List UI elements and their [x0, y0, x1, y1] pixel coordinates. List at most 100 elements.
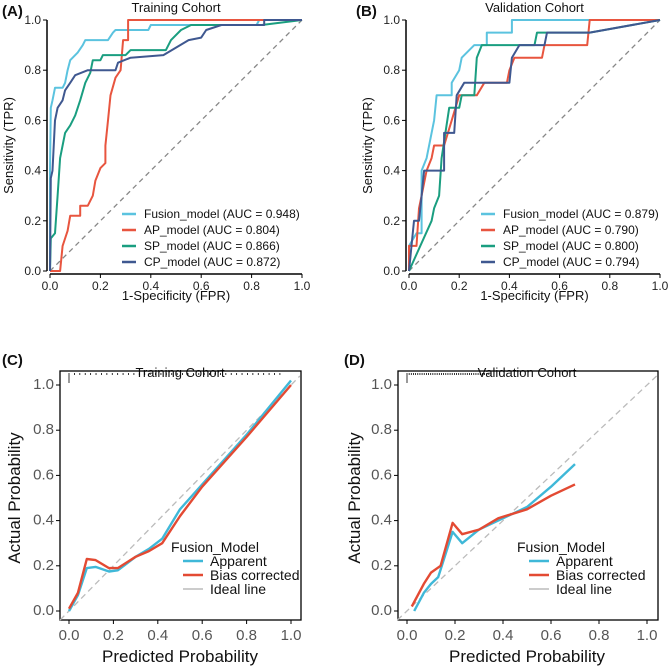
- y-tick-label: 0.4: [383, 164, 400, 178]
- legend: Fusion_model (AUC = 0.879) AP_model (AUC …: [481, 207, 659, 269]
- legend-item: AP_model (AUC = 0.804): [144, 223, 280, 237]
- legend-item: SP_model (AUC = 0.800): [503, 239, 639, 253]
- y-tick-label: 0.2: [371, 557, 392, 574]
- x-tick-label: 0.6: [541, 627, 562, 644]
- legend-item: AP_model (AUC = 0.790): [503, 223, 639, 237]
- legend-item: Apparent: [556, 553, 613, 569]
- y-tick-label: 1.0: [33, 376, 54, 393]
- chart-title: Training Cohort: [131, 0, 221, 15]
- y-tick-label: 0.0: [33, 602, 54, 619]
- y-axis-label: Sensitivity (TPR): [1, 97, 16, 194]
- x-tick-label: 0.0: [401, 279, 418, 293]
- x-tick-label: 0.2: [445, 627, 466, 644]
- series-line-bias: [67, 384, 292, 610]
- chart-title: Validation Cohort: [478, 365, 577, 380]
- panel-c: (C) Training Cohort 0.0 0.0 0.2 0.2 0.4 0.4 0.6 0…: [2, 352, 302, 666]
- x-tick-label: 0.0: [42, 279, 59, 293]
- x-tick-label: 0.6: [551, 279, 568, 293]
- y-tick-label: 0.6: [24, 113, 41, 127]
- plot-frame: [59, 370, 302, 621]
- panel-d: (D) Validation Cohort 0.0 0.0 0.2 0.2 0.4 0.4 0.…: [344, 352, 659, 666]
- series-line-ideal: [396, 375, 658, 621]
- y-axis-label: Actual Probability: [5, 432, 24, 564]
- series-line-fusion-model: [49, 19, 302, 271]
- y-tick-label: 0.6: [383, 113, 400, 127]
- y-tick-label: 0.0: [383, 264, 400, 278]
- x-tick-label: 1.0: [281, 627, 302, 644]
- x-tick-label: 0.8: [589, 627, 610, 644]
- panel-label: (C): [2, 352, 23, 369]
- legend-item: Fusion_model (AUC = 0.879): [503, 207, 659, 221]
- y-tick-label: 0.4: [371, 512, 392, 529]
- x-tick-label: 0.2: [451, 279, 468, 293]
- x-axis-label: Predicted Probability: [449, 647, 605, 666]
- x-axis-label: 1-Specificity (FPR): [480, 288, 588, 303]
- y-tick-label: 0.2: [383, 214, 400, 228]
- x-tick-label: 0.6: [193, 279, 210, 293]
- y-tick-label: 0.0: [371, 602, 392, 619]
- panel-label: (B): [356, 3, 377, 20]
- x-tick-label: 0.4: [142, 279, 159, 293]
- legend-item: Fusion_model (AUC = 0.948): [144, 207, 300, 221]
- y-tick-label: 0.4: [33, 512, 54, 529]
- series-line-cp-model: [408, 19, 661, 272]
- y-tick-label: 0.8: [24, 63, 41, 77]
- x-tick-label: 1.0: [652, 279, 669, 293]
- y-tick-label: 0.2: [24, 214, 41, 228]
- series-line-ap-model: [50, 19, 302, 272]
- x-tick-label: 1.0: [294, 279, 311, 293]
- x-tick-label: 1.0: [637, 627, 658, 644]
- y-tick-label: 1.0: [24, 13, 41, 27]
- series-line-sp-model: [408, 19, 661, 272]
- y-axis-label: Actual Probability: [345, 432, 364, 564]
- y-tick-label: 1.0: [371, 376, 392, 393]
- legend-item: Ideal line: [556, 581, 612, 597]
- x-tick-label: 0.8: [601, 279, 618, 293]
- panel-label: (D): [344, 352, 365, 369]
- x-axis-label: 1-Specificity (FPR): [122, 288, 230, 303]
- x-tick-label: 0.8: [243, 279, 260, 293]
- y-tick-label: 0.8: [33, 421, 54, 438]
- y-tick-label: 0.8: [383, 63, 400, 77]
- series-line-sp-model: [49, 19, 303, 272]
- x-tick-label: 0.2: [103, 627, 124, 644]
- legend-item: CP_model (AUC = 0.872): [144, 255, 280, 269]
- panel-label: (A): [2, 3, 23, 20]
- x-tick-label: 0.4: [147, 627, 168, 644]
- legend-item: SP_model (AUC = 0.866): [144, 239, 280, 253]
- chart-title: Validation Cohort: [485, 0, 584, 15]
- legend-title: Fusion_Model: [171, 539, 259, 555]
- chart-title: Training Cohort: [135, 365, 225, 380]
- series-line-cp-model: [49, 19, 302, 272]
- x-tick-label: 0.6: [192, 627, 213, 644]
- legend-item: Bias corrected: [556, 567, 645, 583]
- y-axis-label: Sensitivity (TPR): [360, 97, 375, 194]
- x-tick-label: 0.8: [236, 627, 257, 644]
- y-tick-label: 0.8: [371, 421, 392, 438]
- y-tick-label: 0.0: [24, 264, 41, 278]
- series-line-apparent: [413, 463, 576, 612]
- y-tick-label: 0.2: [33, 557, 54, 574]
- legend-item: Apparent: [210, 553, 267, 569]
- x-axis-label: Predicted Probability: [102, 647, 258, 666]
- legend-item: CP_model (AUC = 0.794): [503, 255, 639, 269]
- panel-b: (B) Validation Cohort 0.00.0 0.2 0.2 0.4 0.4 0.…: [356, 0, 669, 303]
- legend: Fusion_model (AUC = 0.948) AP_model (AUC …: [122, 207, 300, 269]
- panel-a: (A) Training Cohort 0.00.0 0.2 0.2 0.4 0.4 0.6 0…: [1, 0, 311, 303]
- y-tick-label: 0.6: [33, 466, 54, 483]
- x-tick-label: 0.4: [501, 279, 518, 293]
- x-tick-label: 0.4: [493, 627, 514, 644]
- legend-title: Fusion_Model: [517, 539, 605, 555]
- x-tick-label: 0.0: [59, 627, 80, 644]
- legend-item: Bias corrected: [210, 567, 299, 583]
- legend-item: Ideal line: [210, 581, 266, 597]
- series-line-fusion-model: [408, 19, 660, 271]
- y-tick-label: 1.0: [383, 13, 400, 27]
- x-tick-label: 0.0: [397, 627, 418, 644]
- y-tick-label: 0.6: [371, 466, 392, 483]
- x-tick-label: 0.2: [92, 279, 109, 293]
- series-line-bias: [410, 483, 576, 608]
